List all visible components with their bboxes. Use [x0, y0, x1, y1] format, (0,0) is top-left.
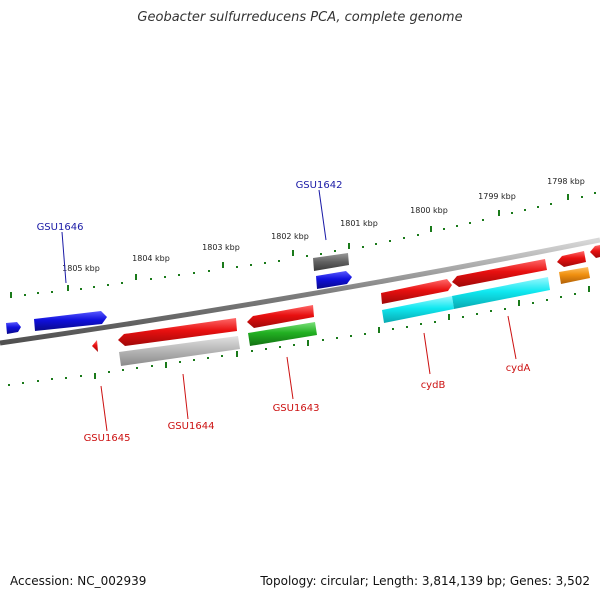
gene-label-cydB[interactable]: cydB — [421, 380, 446, 391]
gene-label-GSU1645[interactable]: GSU1645 — [84, 433, 131, 444]
genome-summary-text: Topology: circular; Length: 3,814,139 bp… — [260, 574, 590, 588]
scale-label-1800: 1800 kbp — [410, 206, 448, 215]
scale-label-1799: 1799 kbp — [478, 192, 516, 201]
gene-label-GSU1646[interactable]: GSU1646 — [37, 222, 84, 233]
gene-cydB-cyan[interactable] — [382, 296, 454, 323]
gene-right-red-edge[interactable] — [590, 245, 600, 258]
map-title: Geobacter sulfurreducens PCA, complete g… — [137, 10, 463, 25]
gene-GSU1645[interactable] — [92, 340, 98, 352]
label-leaders — [61, 189, 517, 432]
gene-cydA-cyan[interactable] — [452, 277, 550, 309]
gene-GSU1642[interactable] — [316, 271, 352, 289]
scale-label-1802: 1802 kbp — [271, 232, 309, 241]
accession-text: Accession: NC_002939 — [10, 574, 147, 588]
scale-label-1798: 1798 kbp — [547, 177, 585, 186]
scale-label-1803: 1803 kbp — [202, 243, 240, 252]
gene-label-GSU1644[interactable]: GSU1644 — [168, 421, 215, 432]
gene-label-GSU1642[interactable]: GSU1642 — [296, 180, 343, 191]
scale-label-1804: 1804 kbp — [132, 254, 170, 263]
gene-GSU1644-gray[interactable] — [119, 336, 240, 366]
gene-right-red-small[interactable] — [557, 251, 586, 267]
gene-GSU1644-red[interactable] — [118, 318, 237, 346]
gene-GSU1642-gray[interactable] — [313, 253, 349, 271]
gene-right-orange[interactable] — [559, 267, 590, 284]
gene-GSU1643-green[interactable] — [248, 322, 317, 346]
gene-cydA-upper[interactable] — [452, 259, 547, 287]
gene-cydB-upper[interactable] — [381, 279, 452, 304]
gene-GSU1643-upper[interactable] — [247, 305, 314, 328]
scale-label-1805: 1805 kbp — [62, 264, 100, 273]
upper-scale-ticks — [10, 192, 596, 298]
gene-GSU1646[interactable] — [34, 311, 107, 331]
gene-left-edge-blue[interactable] — [6, 322, 21, 334]
forward-genes — [6, 245, 600, 334]
gene-label-cydA[interactable]: cydA — [506, 363, 531, 374]
gene-label-GSU1643[interactable]: GSU1643 — [273, 403, 320, 414]
reverse-genes — [92, 277, 550, 366]
scale-label-1801: 1801 kbp — [340, 219, 378, 228]
lower-scale-ticks — [8, 286, 590, 386]
genome-backbone — [0, 237, 600, 346]
